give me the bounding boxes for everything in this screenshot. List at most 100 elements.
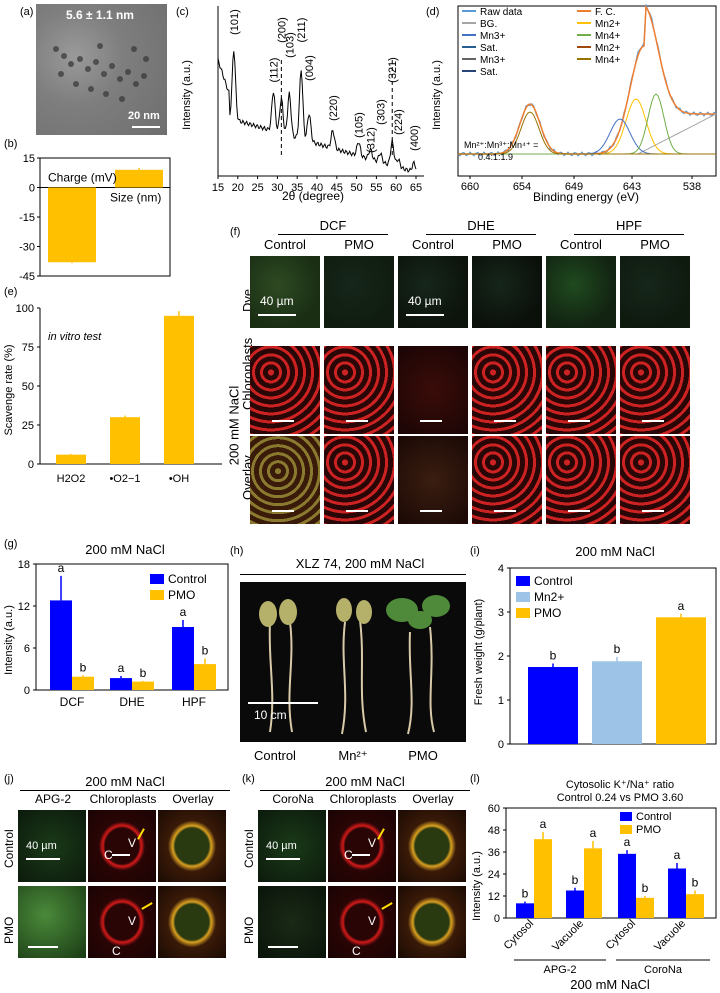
panel_k-micrograph <box>398 810 466 882</box>
panel_k-row-label: PMO <box>242 916 256 944</box>
c-peak-label: (004) <box>304 55 316 81</box>
d-annotation: Mn²⁺:Mn³⁺:Mn⁴⁺ = <box>464 140 538 150</box>
panel_j-scale-bar <box>26 858 60 860</box>
c-peak-label: (105) <box>354 112 366 138</box>
e-ytick-label: 75 <box>22 342 34 354</box>
l-letter: b <box>692 876 699 890</box>
panel_k-title-rule <box>260 790 470 791</box>
panel-label-e: (e) <box>4 286 18 298</box>
c-peak-label: (321) <box>387 57 399 83</box>
l-letter: a <box>674 848 681 862</box>
f-scale-bar <box>568 510 590 512</box>
f-micrograph <box>546 436 616 524</box>
panel-label-d: (d) <box>426 6 440 18</box>
d-legend-label: F. C. <box>595 7 616 18</box>
b-cat-label: Charge (mV) <box>48 171 117 185</box>
panel_j-title: 200 mM NaCl <box>85 774 165 789</box>
panel-label-a: (a) <box>20 6 34 18</box>
i-ytick-label: 0 <box>498 739 504 751</box>
f-micrograph <box>398 346 468 434</box>
h-title-rule <box>240 574 466 575</box>
panel_j-row-label: Control <box>2 829 16 868</box>
l-bar <box>686 894 704 918</box>
e-cat-label: H2O2 <box>57 473 86 485</box>
b-ytick-label: 0 <box>29 183 35 195</box>
d-ylabel: Intensity (a.u.) <box>431 60 443 130</box>
chart-i: 0 1 2 3 4 b b a 200 mM NaCl Fresh weight (g/pl… <box>473 544 717 751</box>
h-label: Control <box>254 748 296 763</box>
panel-j: 200 mM NaCl APG-2 Chloroplasts Overlay Contr… <box>0 774 240 986</box>
h-label: PMO <box>408 748 438 763</box>
panel_j-micrograph <box>88 886 156 958</box>
panel-label-l: (l) <box>470 773 480 785</box>
l-bar <box>516 903 534 918</box>
c-peak-label: (211) <box>296 18 308 43</box>
panel-label-g: (g) <box>4 538 18 550</box>
f-scale-bar <box>258 314 296 316</box>
l-xlabel: 200 mM NaCl <box>570 977 650 992</box>
i-ytick-label: 1 <box>498 695 504 707</box>
i-letter: a <box>678 599 685 613</box>
l-bar <box>566 890 584 918</box>
c-peak-label: (224) <box>393 109 405 135</box>
f-scale-bar <box>494 510 516 512</box>
i-ytick-label: 2 <box>498 651 504 663</box>
f-micrograph <box>620 436 690 524</box>
panel_k-col-label: Overlay <box>412 792 454 806</box>
l-bar <box>584 848 602 918</box>
f-side-label-wrap: 200 mM NaCl <box>224 328 244 528</box>
f-scale-bar <box>346 510 368 512</box>
f-micrograph <box>546 256 616 328</box>
g-ytick-label: 12 <box>18 601 30 613</box>
panel_k-title: 200 mM NaCl <box>325 774 405 789</box>
i-ytick-label: 4 <box>498 563 504 575</box>
d-legend-label: Mn2+ <box>595 19 620 30</box>
l-ytick-label: 24 <box>488 869 500 881</box>
panel_k-white-arrow <box>352 854 370 856</box>
d-legend-label: Sat. <box>480 43 498 54</box>
e-bar <box>110 417 140 464</box>
panel-label-c: (c) <box>176 6 189 18</box>
f-micrograph <box>324 346 394 434</box>
c-xtick-label: 60 <box>390 182 402 194</box>
chart-g: 0 6 12 18 a b DCF a b DHE a b HPF 200 mM NaCl Inten… <box>3 542 229 709</box>
i-legend-label: Control <box>534 574 573 588</box>
panel_j-mark: V <box>128 836 137 850</box>
c-peak-label: (200) <box>276 17 288 43</box>
i-ylabel: Fresh weight (g/plant) <box>473 599 485 705</box>
e-ylabel: Scavenge rate (%) <box>3 344 15 435</box>
panel_k-mark: C <box>344 848 353 862</box>
l-group-label: CoroNa <box>644 964 683 976</box>
i-letter: b <box>614 642 621 656</box>
c-xtick-label: 55 <box>370 182 382 194</box>
panel_j-white-arrow <box>112 854 130 856</box>
panel_j-col-label: Chloroplasts <box>89 792 157 806</box>
e-ytick-label: 100 <box>16 303 34 315</box>
d-xtick-label: 660 <box>461 181 479 193</box>
d-curve <box>458 111 716 155</box>
c-peak-label: (400) <box>409 125 421 151</box>
g-ylabel: Intensity (a.u.) <box>3 605 15 675</box>
g-letter: b <box>80 660 87 674</box>
panel_k-mark: V <box>368 836 377 850</box>
i-legend-swatch <box>516 592 530 602</box>
d-xtick-label: 654 <box>513 181 531 193</box>
g-bar <box>132 681 154 690</box>
f-micrograph <box>472 436 542 524</box>
f-scale-bar <box>272 510 294 512</box>
c-xtick-label: 65 <box>410 182 422 194</box>
panel_j-micrograph <box>18 810 86 882</box>
f-group-rule <box>574 234 684 235</box>
c-peak-label: (101) <box>229 9 241 35</box>
b-ytick-label: -30 <box>19 242 35 254</box>
c-peak-label: (220) <box>328 95 340 121</box>
panel_j-mark: C <box>104 848 113 862</box>
f-micrograph <box>546 346 616 434</box>
h-title: XLZ 74, 200 mM NaCl <box>295 556 425 571</box>
d-legend-label: Raw data <box>480 7 523 18</box>
l-group-label: APG-2 <box>543 964 576 976</box>
chart-c: 15 20 25 30 35 40 45 50 55 60 65 (101)(112)(200)(1… <box>181 6 424 203</box>
e-bar <box>56 454 86 464</box>
c-xtick-label: 25 <box>251 182 263 194</box>
l-letter: b <box>642 881 649 895</box>
